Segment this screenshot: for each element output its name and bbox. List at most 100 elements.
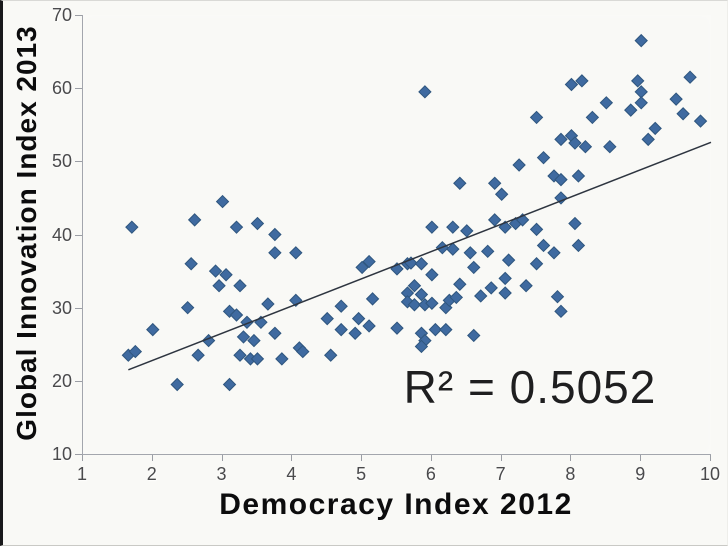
scatter-point — [554, 132, 568, 147]
scatter-point — [554, 191, 568, 205]
scatter-point — [125, 220, 139, 234]
scatter-point — [648, 121, 662, 136]
scatter-point — [585, 110, 600, 125]
scatter-point — [365, 292, 380, 306]
plot-svg — [121, 33, 712, 392]
scatter-point — [634, 96, 648, 110]
scatter-point — [250, 216, 265, 231]
scatter-point — [634, 33, 648, 48]
y-tick-label: 70 — [51, 5, 72, 25]
x-tick-mark — [361, 455, 363, 461]
scatter-point — [268, 227, 282, 242]
x-tick-mark — [640, 455, 642, 461]
y-tick-label: 20 — [51, 370, 72, 391]
scatter-point — [355, 260, 369, 275]
scatter-point — [568, 136, 582, 150]
scatter-point — [460, 224, 474, 238]
scatter-point — [536, 150, 551, 165]
y-tick-mark — [75, 454, 82, 455]
scatter-point — [222, 377, 237, 392]
y-tick-mark — [75, 307, 82, 309]
scatter-point — [268, 326, 282, 340]
scatter-point — [547, 169, 561, 183]
scatter-point — [554, 172, 568, 187]
scatter-point — [275, 352, 289, 366]
y-tick-mark — [75, 15, 82, 16]
scatter-point — [425, 220, 439, 234]
scatter-point — [268, 246, 282, 260]
scatter-point — [289, 246, 303, 260]
scatter-point — [453, 277, 467, 291]
scatter-point — [683, 70, 697, 84]
scatter-point — [247, 333, 261, 348]
scatter-point — [564, 77, 579, 92]
scatter-point — [481, 244, 495, 259]
y-tick-mark — [75, 234, 82, 236]
scatter-point — [571, 238, 586, 253]
scatter-point — [351, 311, 366, 326]
scatter-point — [208, 264, 223, 278]
scatter-point — [184, 257, 198, 271]
x-tick-label: 9 — [635, 464, 646, 484]
scatter-point — [236, 330, 251, 344]
x-tick-label: 10 — [699, 464, 721, 484]
scatter-point — [407, 279, 422, 293]
scatter-point — [676, 107, 690, 121]
scatter-point — [414, 287, 429, 302]
scatter-point — [425, 296, 439, 310]
scatter-point — [624, 103, 638, 117]
scatter-point — [170, 377, 184, 392]
x-tick-mark — [82, 455, 83, 461]
scatter-point — [494, 187, 509, 201]
scatter-point — [641, 132, 655, 147]
x-tick-mark — [291, 455, 293, 461]
scatter-point — [146, 322, 160, 337]
trend-line — [128, 141, 712, 371]
scatter-point — [575, 74, 589, 88]
scatter-point — [219, 268, 233, 282]
scatter-point — [634, 85, 648, 99]
scatter-point — [229, 308, 244, 322]
scatter-point — [463, 246, 477, 260]
scatter-point — [439, 322, 453, 337]
scatter-point — [487, 176, 502, 190]
scatter-point — [487, 213, 502, 227]
scatter-point — [324, 348, 338, 362]
scatter-point — [571, 169, 586, 183]
scatter-point — [529, 257, 544, 271]
scatter-point — [261, 297, 275, 311]
scatter-point — [669, 92, 683, 106]
x-tick-mark — [570, 455, 572, 461]
x-tick-mark — [500, 455, 502, 461]
scatter-point — [407, 298, 422, 312]
x-axis-title: Democracy Index 2012 — [219, 488, 573, 521]
x-tick-label: 5 — [356, 464, 367, 484]
scatter-point — [501, 253, 516, 267]
y-tick-label: 10 — [51, 444, 72, 464]
scatter-point — [554, 304, 568, 319]
scatter-point — [390, 321, 404, 335]
scatter-point — [215, 194, 230, 209]
scatter-point — [229, 220, 244, 234]
scatter-point — [529, 222, 544, 237]
y-tick-mark — [75, 380, 82, 382]
scatter-point — [578, 139, 593, 154]
scatter-point — [250, 352, 265, 366]
scatter-point — [693, 114, 708, 128]
scatter-point — [362, 319, 376, 333]
x-tick-label: 1 — [76, 464, 87, 484]
scatter-point — [334, 322, 348, 337]
x-tick-label: 8 — [565, 464, 576, 484]
scatter-point — [414, 257, 429, 271]
y-tick-label: 50 — [51, 151, 72, 172]
scatter-point — [512, 158, 526, 172]
scatter-point — [631, 74, 645, 88]
scatter-point — [603, 139, 617, 154]
scatter-point — [212, 279, 226, 293]
scatter-point — [428, 322, 443, 337]
scatter-point — [425, 268, 439, 282]
y-tick-label: 60 — [51, 78, 72, 99]
x-tick-mark — [710, 455, 711, 461]
scatter-point — [550, 289, 565, 304]
